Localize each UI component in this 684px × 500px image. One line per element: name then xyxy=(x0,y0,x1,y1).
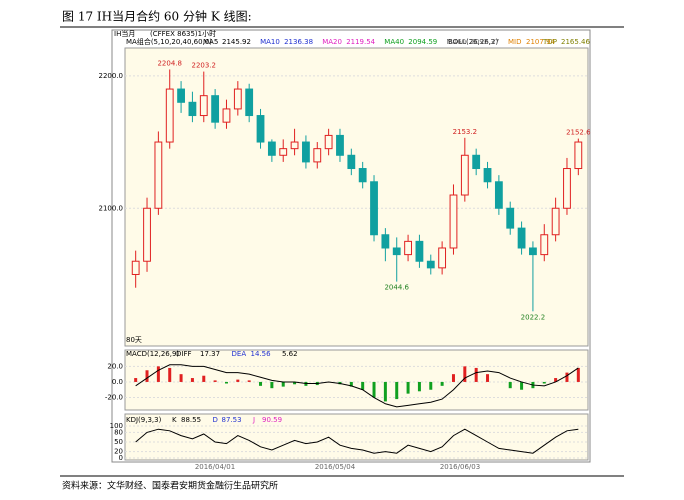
candle-body xyxy=(358,168,367,183)
legend-name: MA5 xyxy=(203,38,218,46)
y-tick-label: 2100.0 xyxy=(99,204,124,212)
y-tick-label: 2200.0 xyxy=(99,72,124,80)
candle-body xyxy=(165,88,174,143)
candle-body xyxy=(438,247,447,269)
legend-value: 88.55 xyxy=(181,416,201,424)
y-tick-label: 100 xyxy=(110,422,123,430)
price-panel xyxy=(124,47,589,347)
x-label: 2016/06/03 xyxy=(440,463,480,471)
candle-body xyxy=(131,260,140,275)
candle-body xyxy=(517,227,526,249)
candle-body xyxy=(506,207,515,229)
exchange: (CFFEX 8635)1小时 xyxy=(150,29,216,38)
annotation: 2153.2 xyxy=(453,128,478,136)
legend-name: DEA xyxy=(232,350,247,358)
candle-body xyxy=(449,194,458,249)
x-label: 2016/05/04 xyxy=(315,463,356,471)
kdj-label: KDJ(9,3,3) xyxy=(126,416,162,424)
annotation: 2152.6 xyxy=(566,129,591,137)
x-label: 2016/04/01 xyxy=(195,463,235,471)
candle-body xyxy=(222,108,231,123)
candle-body xyxy=(267,141,276,156)
kdj-panel xyxy=(124,413,589,461)
macd-label: MACD(12,26,9) xyxy=(126,350,179,358)
candle-body xyxy=(370,181,378,236)
legend-value: 2145.92 xyxy=(222,38,251,46)
bottom-note: 80天 xyxy=(126,336,142,344)
symbol: IH当月 xyxy=(114,29,135,38)
candle-body xyxy=(347,154,356,170)
candle-body xyxy=(336,134,344,156)
k-line xyxy=(135,428,579,454)
diff-line xyxy=(135,364,579,408)
legend-name: MA60 xyxy=(446,38,466,46)
macd-panel xyxy=(124,349,589,411)
candle-body xyxy=(494,181,503,209)
legend-value: 17.37 xyxy=(200,350,220,358)
y-tick-label: 20 xyxy=(114,448,123,456)
candle-body xyxy=(313,148,322,163)
candle-body xyxy=(460,154,469,196)
y-tick-label: 0.0 xyxy=(112,378,123,386)
legend-name: MID xyxy=(508,38,522,46)
legend-value: 90.59 xyxy=(262,416,282,424)
candle-body xyxy=(211,95,220,123)
legend-value: 2092.37 xyxy=(470,38,499,46)
candle-body xyxy=(302,141,310,163)
candle-body xyxy=(404,240,412,256)
candle-body xyxy=(290,141,299,150)
legend-name: K xyxy=(172,416,177,424)
candle-body xyxy=(245,88,254,117)
candle-body xyxy=(177,88,185,103)
candle-body xyxy=(381,234,390,249)
candle-body xyxy=(324,134,333,150)
candle-body xyxy=(188,101,197,117)
annotation: 2204.8 xyxy=(157,59,182,67)
legend-name: DIFF xyxy=(176,350,192,358)
figure-title: 图 17 IH当月合约 60 分钟 K 线图: xyxy=(62,9,252,24)
source: 资料来源：文华财经、国泰君安期货金融衍生品研究所 xyxy=(62,480,278,492)
candle-body xyxy=(529,247,537,256)
candle-body xyxy=(256,115,265,143)
legend-name: MA40 xyxy=(384,38,404,46)
annotation: 2203.2 xyxy=(192,62,217,70)
candle-body xyxy=(551,207,560,236)
annotation: 2022.2 xyxy=(521,313,546,321)
legend-name: MA10 xyxy=(260,38,280,46)
y-tick-label: 0 xyxy=(119,454,123,462)
legend-name: J xyxy=(252,416,255,424)
legend-value: 14.56 xyxy=(251,350,272,358)
legend-value: 2136.38 xyxy=(284,38,313,46)
candle-body xyxy=(540,234,549,256)
candle-body xyxy=(143,207,151,262)
candle-body xyxy=(472,154,481,170)
legend-value: 2165.46 xyxy=(561,38,590,46)
candle-body xyxy=(574,141,583,170)
y-tick-label: 50 xyxy=(114,438,123,446)
annotation: 2044.6 xyxy=(384,284,409,292)
candle-body xyxy=(426,260,435,269)
legend-name: TOP xyxy=(542,38,557,46)
candle-body xyxy=(483,168,492,183)
legend-value: 87.53 xyxy=(222,416,242,424)
candle-body xyxy=(233,88,242,110)
candle-body xyxy=(199,95,208,117)
legend-value: 2119.54 xyxy=(346,38,375,46)
y-tick-label: -20.0 xyxy=(105,394,123,402)
legend-value: 5.62 xyxy=(282,350,298,358)
candle-body xyxy=(154,141,163,209)
candle-body xyxy=(392,247,401,256)
legend-value: 2107.94 xyxy=(526,38,555,46)
legend-name: MA20 xyxy=(322,38,342,46)
y-tick-label: 20.0 xyxy=(107,362,123,370)
boll-label: BOLL(26,26,2) xyxy=(448,38,498,46)
candle-body xyxy=(415,240,424,262)
candle-body xyxy=(279,148,288,156)
y-tick-label: 80 xyxy=(114,428,123,436)
candle-body xyxy=(563,168,571,209)
legend-name: D xyxy=(213,416,218,424)
ma-label: MA组合(5,10,20,40,60,0) xyxy=(126,37,212,46)
legend-value: 2094.59 xyxy=(408,38,437,46)
